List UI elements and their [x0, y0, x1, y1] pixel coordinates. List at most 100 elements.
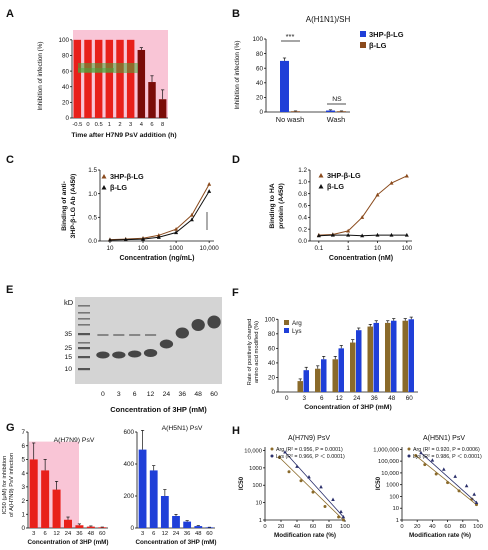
panelG-y-tick-label: 0 [130, 525, 134, 532]
x-tick-label: 0 [400, 524, 403, 530]
regression-line [279, 457, 344, 521]
data-point [389, 180, 394, 185]
bar [391, 320, 397, 392]
marker-band [78, 333, 90, 336]
y-tick-label: 1000 [249, 466, 262, 472]
bar [41, 470, 50, 528]
panelG-y-tick-label: 5 [21, 457, 25, 464]
significance-label: *** [286, 32, 295, 41]
panelG-y-tick-label: 0 [21, 525, 25, 532]
x-tick-label: 12 [53, 531, 59, 537]
x-tick-label: 6 [320, 395, 324, 402]
bar [105, 39, 114, 119]
legend-swatch [360, 42, 366, 48]
x-tick-label: 60 [206, 531, 212, 537]
x-tick-label: 0.5 [95, 122, 103, 128]
legend-marker [407, 454, 411, 458]
x-tick-label: 8 [161, 122, 164, 128]
bar [194, 526, 203, 528]
dimer-band [97, 334, 109, 336]
x-tick-label: 60 [310, 524, 316, 530]
x-tick-label: 60 [444, 524, 450, 530]
data-point [472, 492, 476, 496]
x-tick-label: Wash [327, 115, 345, 124]
x-tick-label: 100 [138, 245, 149, 252]
panelD-y-tick-label: 0.2 [298, 226, 307, 233]
x-tick-label: 0.1 [314, 245, 323, 252]
y-axis-title: Inhibition of infection (%) [234, 41, 241, 110]
panelA-y-tick-label: 100 [58, 37, 69, 44]
data-point [156, 235, 161, 239]
panelA-y-tick-label: 40 [62, 84, 70, 91]
legend-label: Lys (R² = 0.986, P ＜ 0.0001) [413, 454, 482, 460]
panelB-y-tick-label: 60 [256, 65, 264, 72]
legend-label: β-LG [327, 182, 344, 191]
bar [315, 368, 321, 392]
x-tick-label: 12 [162, 531, 168, 537]
y-tick-label: 100,000 [378, 459, 399, 465]
data-point [360, 215, 365, 219]
panelC-y-tick-label: 1.0 [88, 191, 97, 198]
marker-label: 15 [64, 354, 72, 361]
panelC-y-tick-label: 1.5 [88, 167, 97, 174]
y-axis-title: Rate of positively charged [247, 319, 253, 386]
y-tick-label: 100 [252, 483, 262, 489]
x-tick-label: 36 [371, 395, 379, 402]
legend-marker [101, 174, 107, 179]
y-axis-title: IC50 [375, 476, 382, 490]
x-tick-label: 6 [152, 531, 155, 537]
x-axis-title: Modification rate (%) [409, 532, 471, 539]
data-point [323, 504, 327, 508]
protein-band [143, 349, 158, 357]
regression-line [415, 455, 477, 505]
y-tick-label: 10 [393, 506, 399, 512]
x-tick-label: 100 [402, 245, 413, 252]
legend-marker [318, 184, 324, 189]
data-point [207, 189, 212, 193]
panel-label-D: D [232, 154, 240, 166]
bar [367, 326, 373, 392]
x-tick-label: 3 [302, 395, 306, 402]
protein-band [112, 351, 126, 359]
data-point [316, 233, 321, 238]
x-axis-title: Concentration of 3HP (mM) [135, 539, 216, 546]
chart-title: A(H5N1) PsV [423, 435, 465, 442]
bar [280, 60, 289, 112]
lane-label: 12 [147, 391, 155, 398]
panelA-y-tick-label: 60 [62, 68, 70, 75]
x-tick-label: 0 [86, 122, 89, 128]
y-axis-title: of A(H7N9) PsV infection [9, 453, 15, 517]
panelB-y-tick-label: 80 [256, 51, 264, 58]
panelG-y-tick-label: 3 [21, 484, 25, 491]
legend-swatch [284, 328, 289, 333]
panel-label-E: E [6, 284, 13, 296]
bar [321, 359, 327, 392]
panelG-y-tick-label: 2 [21, 498, 25, 505]
bar [75, 525, 84, 528]
data-point [434, 472, 438, 476]
y-tick-label: 1000 [386, 483, 399, 489]
marker-band [78, 347, 90, 350]
x-axis-title: Concentration of 3HP (mM) [110, 405, 207, 414]
x-tick-label: 24 [173, 531, 180, 537]
panelD-y-tick-label: 0.0 [298, 238, 307, 245]
x-tick-label: 12 [336, 395, 344, 402]
y-tick-label: 1,000,000 [373, 447, 399, 453]
data-point [339, 509, 343, 514]
bar [138, 449, 147, 528]
data-point [389, 232, 394, 237]
bar [86, 526, 95, 528]
x-tick-label: 100 [340, 524, 350, 530]
data-point [189, 217, 194, 222]
panelB-y-tick-label: 100 [252, 36, 263, 43]
panelF-y-tick-label: 100 [264, 316, 275, 323]
panelG-y-tick-label: 1 [21, 511, 25, 518]
x-tick-label: 80 [460, 524, 466, 530]
bar [356, 330, 362, 392]
x-tick-label: 6 [44, 531, 47, 537]
lane-label: 48 [194, 391, 202, 398]
bar [137, 49, 146, 118]
panelA-y-tick-label: 20 [62, 100, 70, 107]
chart-title: A(H7N9) PsV [54, 437, 95, 444]
